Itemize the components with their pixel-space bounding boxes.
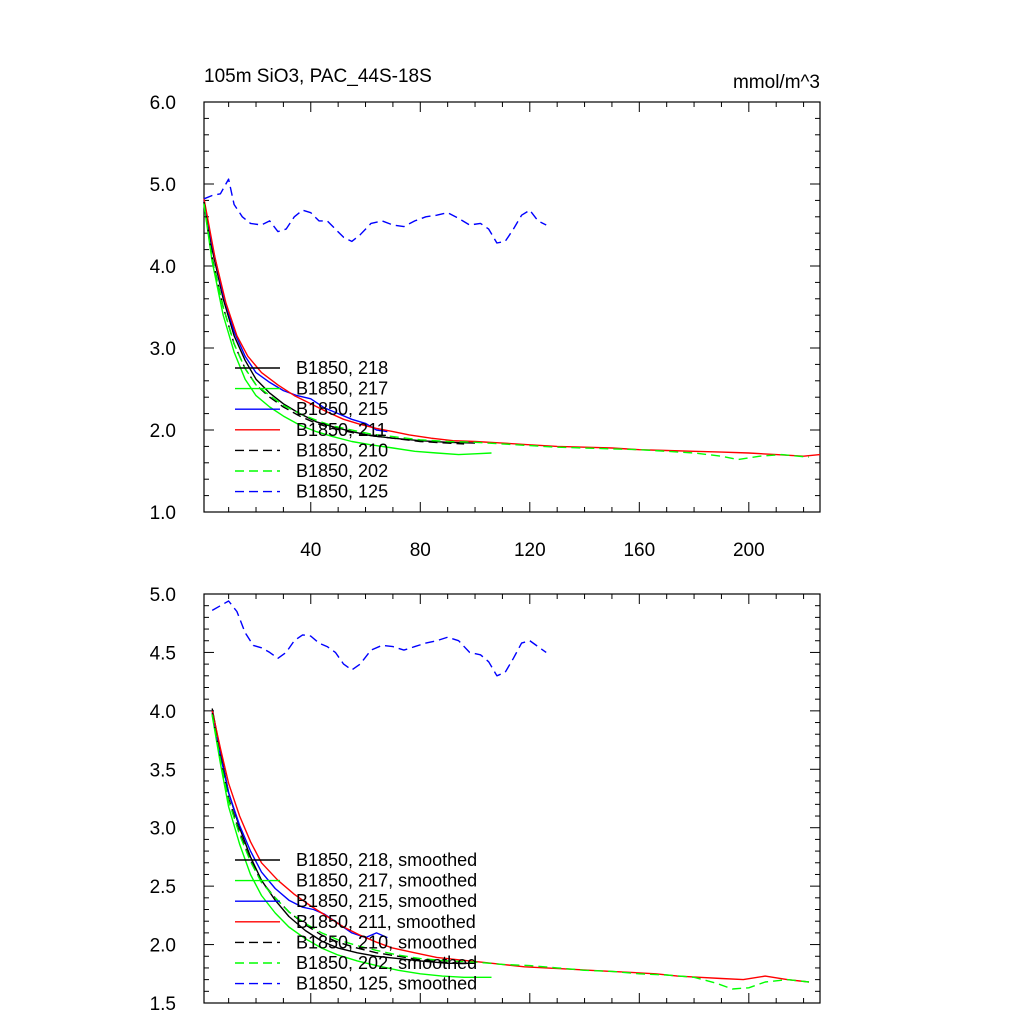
legend-label: B1850, 218 <box>296 358 388 378</box>
y-tick-label: 3.5 <box>150 760 176 781</box>
legend-label: B1850, 217, smoothed <box>296 871 477 891</box>
series-line <box>203 178 547 244</box>
legend-label: B1850, 125, smoothed <box>296 974 477 994</box>
legend-label: B1850, 125 <box>296 482 388 502</box>
series-line <box>203 204 492 456</box>
legend-label: B1850, 210 <box>296 440 388 460</box>
legend-label: B1850, 215 <box>296 399 388 419</box>
top-panel: 1.0 2.0 3.0 4.0 5.0 6.0 40 80 120 160 200 B1850, 21… <box>150 93 821 561</box>
legend-label: B1850, 218, smoothed <box>296 850 477 870</box>
y-tick-label: 4.0 <box>150 257 176 278</box>
chart-title: 105m SiO3, PAC_44S-18S <box>204 66 432 87</box>
y-tick-label: 6.0 <box>150 93 176 114</box>
legend-label: B1850, 211, smoothed <box>296 912 476 932</box>
plot-frame <box>203 593 821 1004</box>
y-tick-label: 3.0 <box>150 819 176 840</box>
plot-frame <box>203 101 821 513</box>
x-tick-label: 120 <box>514 540 546 561</box>
x-tick-label: 200 <box>733 540 765 561</box>
legend-label: B1850, 202 <box>296 461 388 481</box>
units-label: mmol/m^3 <box>733 72 820 93</box>
series-line <box>211 713 465 964</box>
series-line <box>203 203 810 461</box>
y-tick-label: 4.5 <box>150 643 176 664</box>
y-tick-label: 2.0 <box>150 421 176 442</box>
legend-label: B1850, 211 <box>296 420 387 440</box>
series-line <box>211 600 547 677</box>
y-tick-label: 1.0 <box>150 503 176 524</box>
legend-label: B1850, 210, smoothed <box>296 932 477 952</box>
y-tick-label: 2.0 <box>150 936 176 957</box>
y-tick-label: 5.0 <box>150 175 176 196</box>
y-tick-label: 2.5 <box>150 877 176 898</box>
series-line <box>211 715 492 978</box>
x-tick-label: 40 <box>300 540 321 561</box>
x-tick-label: 80 <box>410 540 431 561</box>
series-line <box>211 714 810 990</box>
y-tick-label: 4.0 <box>150 702 176 723</box>
y-tick-label: 3.0 <box>150 339 176 360</box>
series-line <box>203 198 821 457</box>
legend-label: B1850, 215, smoothed <box>296 891 477 911</box>
legend-label: B1850, 217 <box>296 379 388 399</box>
y-tick-label: 1.5 <box>150 994 176 1015</box>
bottom-panel: 1.5 2.0 2.5 3.0 3.5 4.0 4.5 5.0 B1850, 218, smoo… <box>150 585 821 1015</box>
y-tick-label: 5.0 <box>150 585 176 606</box>
x-tick-label: 160 <box>623 540 655 561</box>
legend-label: B1850, 202, smoothed <box>296 953 477 973</box>
